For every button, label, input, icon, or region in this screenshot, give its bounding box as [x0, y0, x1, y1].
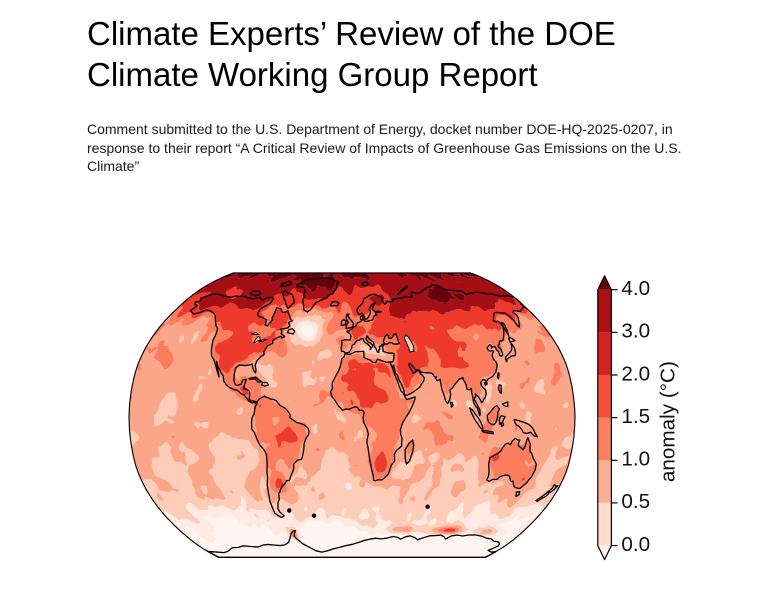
svg-text:1.0: 1.0: [621, 448, 650, 471]
svg-text:0.5: 0.5: [621, 490, 650, 513]
svg-text:1.5: 1.5: [621, 405, 650, 428]
svg-text:4.0: 4.0: [621, 277, 650, 300]
svg-text:3.0: 3.0: [621, 320, 650, 343]
svg-text:anomaly (°C): anomaly (°C): [656, 361, 679, 482]
svg-text:2.0: 2.0: [621, 362, 650, 385]
svg-text:0.0: 0.0: [621, 533, 650, 556]
